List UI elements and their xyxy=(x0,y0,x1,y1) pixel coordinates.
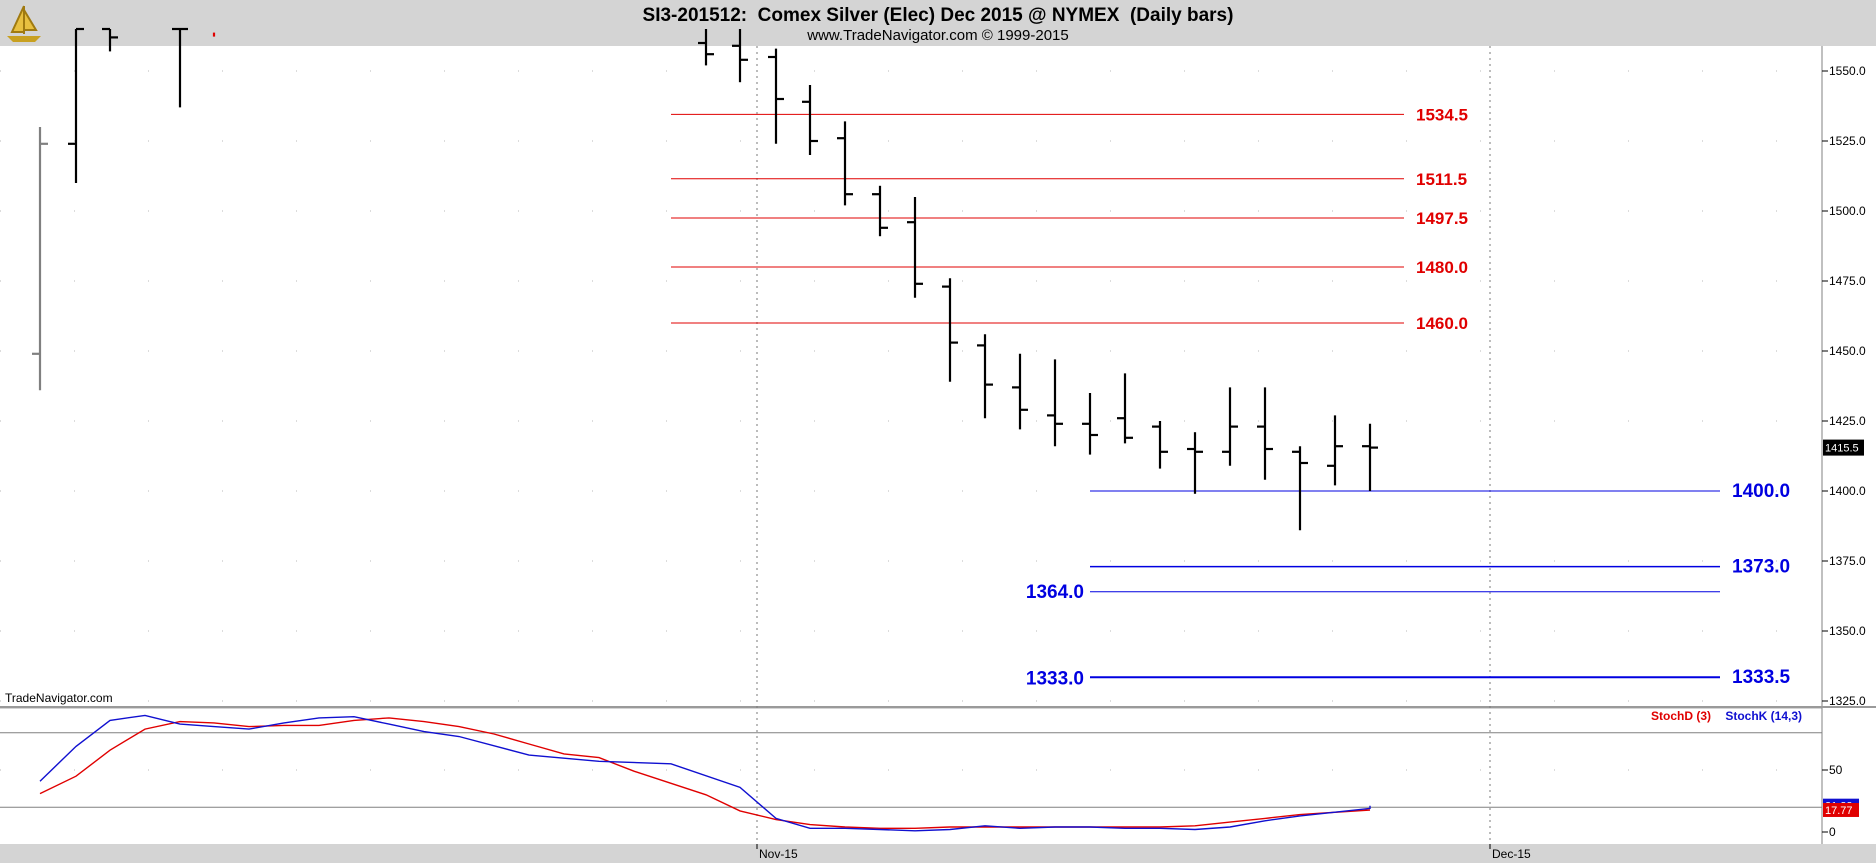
ohlc-bar-6 xyxy=(732,29,748,83)
ohlc-bar-9 xyxy=(837,121,853,206)
ohlc-bar-12 xyxy=(942,278,958,382)
ohlc-bar-22 xyxy=(1292,446,1308,531)
price-tick-label-8: 1350.0 xyxy=(1829,624,1866,638)
price-tick-label-0: 1550.0 xyxy=(1829,64,1866,78)
price-tick-label-5: 1425.0 xyxy=(1829,414,1866,428)
price-tick-label-4: 1450.0 xyxy=(1829,344,1866,358)
ohlc-bar-2 xyxy=(102,27,118,52)
price-axis: 1550.0 1525.0 1500.0 1475.0 1450.0 1425.0 1400… xyxy=(1822,64,1866,708)
date-label-0: Nov-15 xyxy=(759,847,798,861)
ohlc-bar-10 xyxy=(872,185,888,237)
date-axis: Nov-15 Dec-15 xyxy=(756,844,1531,861)
stoch-line-0 xyxy=(39,717,1371,829)
level-lines: 1534.5 1511.5 1497.5 1480.0 1460.0 1400.0 1373… xyxy=(671,105,1791,690)
last-price-tag: 1415.5 xyxy=(1823,439,1864,456)
ohlc-bar-19 xyxy=(1187,432,1203,494)
ohlc-bar-7 xyxy=(768,48,784,144)
level-label-3: 1480.0 xyxy=(1416,258,1468,277)
ohlc-bar-23 xyxy=(1327,415,1343,486)
watermark: TradeNavigator.com xyxy=(5,691,113,705)
stoch-tick-label-0: 50 xyxy=(1829,763,1843,777)
price-plot-background xyxy=(0,46,1822,706)
ohlc-bar-3 xyxy=(172,27,188,108)
price-tick-label-2: 1500.0 xyxy=(1829,204,1866,218)
level-label-8: 1333.5 xyxy=(1732,667,1791,688)
logo-icon xyxy=(7,5,41,42)
last-price-box xyxy=(1823,439,1864,456)
ohlc-bar-16 xyxy=(1082,393,1098,455)
level-label-6: 1373.0 xyxy=(1732,557,1790,578)
stoch-last-label-1: 17.77 xyxy=(1825,805,1853,817)
legend-stochd: StochD (3) xyxy=(1651,709,1711,723)
legend-stochk: StochK (14,3) xyxy=(1725,709,1802,723)
date-label-1: Dec-15 xyxy=(1492,847,1531,861)
level-label-2: 1497.5 xyxy=(1416,209,1468,228)
ohlc-bar-21 xyxy=(1257,387,1273,480)
price-tick-label-3: 1475.0 xyxy=(1829,274,1866,288)
level-label-5: 1400.0 xyxy=(1732,481,1790,502)
level-label-1: 1511.5 xyxy=(1416,170,1467,189)
ohlc-bar-11 xyxy=(907,197,923,298)
stochastic-axis: 50 0 xyxy=(1822,763,1843,839)
level-label-7: 1364.0 xyxy=(1026,582,1084,603)
ohlc-bar-8 xyxy=(802,85,818,155)
price-tick-label-6: 1400.0 xyxy=(1829,484,1866,498)
stochastic-last-values: 21.2317.77 xyxy=(1823,798,1859,817)
ohlc-bar-20 xyxy=(1222,387,1238,466)
stoch-last-box-1 xyxy=(1823,802,1859,817)
stochastic-series xyxy=(39,714,1371,832)
stochastic-reference-lines xyxy=(0,732,1822,808)
level-label-9: 1333.0 xyxy=(1026,669,1084,690)
chart-title: SI3-201512: Comex Silver (Elec) Dec 2015… xyxy=(643,5,1234,26)
price-tick-label-7: 1375.0 xyxy=(1829,554,1866,568)
indicator-plot-background xyxy=(0,709,1822,844)
ohlc-bar-13 xyxy=(977,334,993,419)
last-price-label: 1415.5 xyxy=(1825,443,1859,455)
ohlc-bar-14 xyxy=(1012,353,1028,430)
chart-subtitle: www.TradeNavigator.com © 1999-2015 xyxy=(806,27,1068,44)
stoch-line-1 xyxy=(39,714,1371,832)
price-tick-label-9: 1325.0 xyxy=(1829,694,1866,708)
ohlc-bar-1 xyxy=(68,27,84,183)
level-label-4: 1460.0 xyxy=(1416,314,1468,333)
ohlc-bar-0 xyxy=(32,127,48,391)
ohlc-bar-15 xyxy=(1047,359,1063,447)
level-label-0: 1534.5 xyxy=(1416,105,1468,124)
ohlc-bar-17 xyxy=(1117,373,1133,444)
ohlc-bar-5 xyxy=(698,29,714,66)
ohlc-bar-24 xyxy=(1362,423,1378,491)
price-tick-label-1: 1525.0 xyxy=(1829,134,1866,148)
stoch-tick-label-1: 0 xyxy=(1829,825,1836,839)
ohlc-bars xyxy=(32,27,1378,531)
ohlc-bar-18 xyxy=(1152,421,1168,469)
